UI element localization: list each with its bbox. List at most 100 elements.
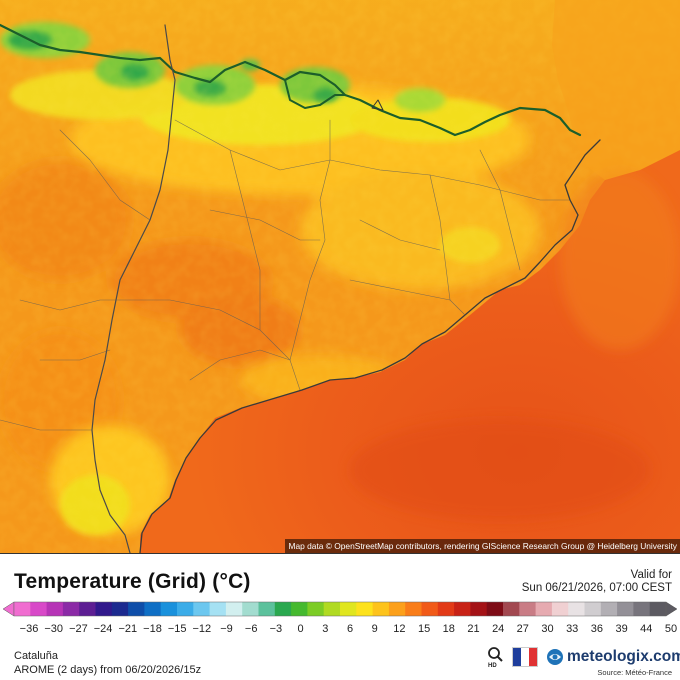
coastline xyxy=(139,139,601,553)
legend-swatch xyxy=(437,602,455,616)
county-border-8 xyxy=(479,149,521,271)
legend-tick-label: 50 xyxy=(665,623,677,635)
legend-swatch xyxy=(617,602,634,616)
legend-swatch xyxy=(600,602,618,616)
legend-tick-label: −9 xyxy=(220,623,233,635)
meteologix-logo[interactable]: meteologix.com xyxy=(546,646,680,668)
branding: HD meteologix.com Source: Météo-France xyxy=(472,644,680,677)
run-info: Cataluña AROME (2 days) from 06/20/2026/… xyxy=(14,649,201,677)
legend-tick-label: −21 xyxy=(118,623,137,635)
legend-arrow-low xyxy=(2,601,15,617)
color-scale-legend: −36 −30 −27 −24 −21 −18 −15 −12 −9 −6 −3 0 3 6 9 12 15 18… xyxy=(0,599,680,639)
model-run: AROME (2 days) from 06/20/2026/15z xyxy=(14,664,202,676)
county-border-10 xyxy=(59,129,151,221)
sea-warm-band xyxy=(350,420,650,520)
hd-label: HD xyxy=(488,663,497,668)
county-border-3 xyxy=(0,419,93,431)
province-border-4 xyxy=(119,299,291,361)
legend-tick-label: 39 xyxy=(615,623,627,635)
legend-tick-label: −15 xyxy=(168,623,187,635)
legend-swatch xyxy=(160,602,178,616)
legend-swatch xyxy=(144,602,162,616)
legend-swatch xyxy=(14,602,31,616)
france-area xyxy=(552,0,680,180)
legend-tick-label: 21 xyxy=(467,623,479,635)
legend-tick-label: 6 xyxy=(347,623,353,635)
legend-tick-label: 15 xyxy=(418,623,430,635)
legend-arrow-high xyxy=(665,601,678,617)
legend-swatch xyxy=(649,602,667,616)
sea-cool-band xyxy=(560,170,680,350)
data-source: Source: Météo-France xyxy=(597,668,672,677)
province-border-1 xyxy=(289,119,331,391)
legend-tick-label: −6 xyxy=(245,623,258,635)
hd-zoom-icon[interactable]: HD xyxy=(487,646,505,668)
france-flag-icon xyxy=(512,647,538,667)
county-border-4 xyxy=(209,209,321,241)
legend-tick-label: 12 xyxy=(393,623,405,635)
legend-tick-label: −27 xyxy=(69,623,88,635)
legend-swatch xyxy=(551,602,569,616)
legend-tick-label: 30 xyxy=(541,623,553,635)
legend-tick-label: 36 xyxy=(591,623,603,635)
legend-swatch xyxy=(454,602,471,616)
legend-swatch xyxy=(405,602,422,616)
legend-tick-label: 3 xyxy=(322,623,328,635)
province-border-3 xyxy=(174,119,331,171)
valid-time-block: Valid for Sun 06/21/2026, 07:00 CEST xyxy=(522,569,672,595)
legend-tick-label: 18 xyxy=(443,623,455,635)
legend-tick-label: 9 xyxy=(372,623,378,635)
legend-swatch xyxy=(356,602,373,616)
legend-swatch xyxy=(535,602,553,616)
legend-swatch xyxy=(79,602,96,616)
county-border-9 xyxy=(229,149,261,331)
legend-swatch xyxy=(274,602,292,616)
logo-text: meteologix.com xyxy=(567,648,680,665)
legend-tick-label: 33 xyxy=(566,623,578,635)
legend-swatch xyxy=(372,602,390,616)
province-border-5 xyxy=(429,174,466,316)
legend-swatch xyxy=(209,602,227,616)
legend-tick-label: −36 xyxy=(20,623,39,635)
map-attribution[interactable]: Map data © OpenStreetMap contributors, r… xyxy=(284,539,680,553)
legend-swatch xyxy=(177,602,194,616)
legend-swatch xyxy=(30,602,47,616)
legend-swatch xyxy=(62,602,80,616)
legend-swatch xyxy=(470,602,488,616)
province-border-2 xyxy=(329,159,571,201)
legend-tick-label: −3 xyxy=(270,623,283,635)
legend-panel: Temperature (Grid) (°C) Valid for Sun 06… xyxy=(0,553,680,680)
legend-swatch xyxy=(568,602,585,616)
legend-swatch xyxy=(242,602,259,616)
legend-swatch xyxy=(323,602,341,616)
county-border-2 xyxy=(39,349,111,361)
legend-swatch xyxy=(291,602,308,616)
legend-tick-label: −24 xyxy=(94,623,113,635)
legend-swatch xyxy=(95,602,113,616)
temperature-map[interactable]: Map data © OpenStreetMap contributors, r… xyxy=(0,0,680,553)
county-border-1 xyxy=(19,299,121,311)
county-border-6 xyxy=(349,279,451,301)
pyrenees-border xyxy=(0,23,582,137)
globe-icon xyxy=(547,649,563,665)
legend-outline xyxy=(13,601,667,617)
valid-label: Valid for xyxy=(630,569,672,581)
county-border-7 xyxy=(189,349,291,381)
legend-swatch xyxy=(633,602,651,616)
legend-swatch xyxy=(111,602,129,616)
legend-tick-label: 24 xyxy=(492,623,504,635)
county-border-5 xyxy=(359,219,441,251)
borders xyxy=(0,23,601,553)
legend-tick-label: −12 xyxy=(192,623,211,635)
legend-tick-label: −18 xyxy=(143,623,162,635)
legend-swatch xyxy=(388,602,406,616)
andorra-border xyxy=(284,79,346,109)
valid-time: Sun 06/21/2026, 07:00 CEST xyxy=(521,582,672,594)
legend-swatch xyxy=(225,602,243,616)
legend-tick-label: 44 xyxy=(640,623,652,635)
legend-tick-label: −30 xyxy=(44,623,63,635)
andorra-lake xyxy=(371,99,384,111)
legend-tick-label: 27 xyxy=(517,623,529,635)
legend-swatch xyxy=(421,602,439,616)
map-canvas xyxy=(0,0,680,553)
